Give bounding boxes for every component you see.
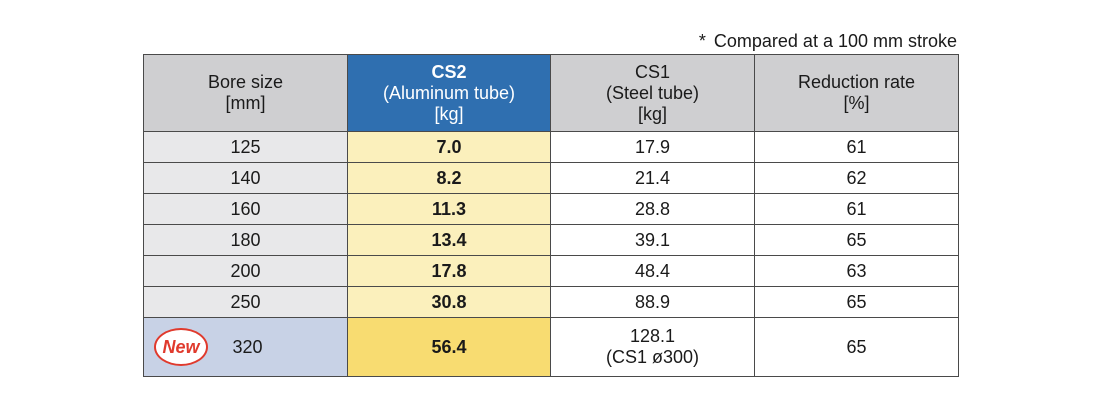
bore-size-cell: 160 (143, 193, 348, 225)
cs2-weight-cell: 8.2 (347, 162, 551, 194)
cs1-weight-cell: 39.1 (550, 224, 755, 256)
table-row: 250 30.8 88.9 65 (143, 286, 959, 318)
cs1-weight-cell: 17.9 (550, 131, 755, 163)
cs1-weight-cell: 21.4 (550, 162, 755, 194)
note-asterisk: * (698, 31, 706, 51)
cs2-weight-cell: 11.3 (347, 193, 551, 225)
table-header-row: Bore size [mm] CS2 (Aluminum tube) [kg] … (143, 54, 959, 132)
reduction-rate-cell: 65 (754, 317, 959, 377)
cs2-weight-cell: 7.0 (347, 131, 551, 163)
reduction-rate-cell: 61 (754, 193, 959, 225)
table-row: 125 7.0 17.9 61 (143, 131, 959, 163)
new-badge-label: New (162, 337, 200, 357)
bore-size-cell: 140 (143, 162, 348, 194)
stroke-note: * Compared at a 100 mm stroke (699, 30, 957, 52)
cs1-weight-note: (CS1 ø300) (605, 347, 700, 367)
bore-size-cell: 125 (143, 131, 348, 163)
header-reduction-rate: Reduction rate [%] (754, 54, 959, 132)
cs1-weight-cell: 28.8 (550, 193, 755, 225)
note-text: Compared at a 100 mm stroke (713, 31, 957, 51)
cs1-weight-cell: 88.9 (550, 286, 755, 318)
new-badge: New (154, 328, 208, 366)
reduction-rate-cell: 61 (754, 131, 959, 163)
reduction-rate-cell: 62 (754, 162, 959, 194)
header-cs2: CS2 (Aluminum tube) [kg] (347, 54, 551, 132)
table-row: 200 17.8 48.4 63 (143, 255, 959, 287)
table-row: 140 8.2 21.4 62 (143, 162, 959, 194)
table-row-new-bore: New 320 56.4 128.1 (CS1 ø300) 65 (143, 317, 959, 377)
cs1-weight-value: 128.1 (629, 326, 676, 346)
cs2-weight-cell: 56.4 (347, 317, 551, 377)
bore-size-cell: 250 (143, 286, 348, 318)
cs1-weight-cell: 48.4 (550, 255, 755, 287)
weight-comparison-table: Bore size [mm] CS2 (Aluminum tube) [kg] … (143, 54, 959, 377)
cs2-weight-cell: 17.8 (347, 255, 551, 287)
bore-size-value: 320 (232, 336, 263, 357)
table-row: 160 11.3 28.8 61 (143, 193, 959, 225)
bore-size-cell: 200 (143, 255, 348, 287)
reduction-rate-cell: 65 (754, 286, 959, 318)
bore-size-cell: 180 (143, 224, 348, 256)
table-row: 180 13.4 39.1 65 (143, 224, 959, 256)
header-bore-size: Bore size [mm] (143, 54, 348, 132)
reduction-rate-cell: 65 (754, 224, 959, 256)
cs2-weight-cell: 13.4 (347, 224, 551, 256)
cs2-weight-cell: 30.8 (347, 286, 551, 318)
cs1-weight-cell: 128.1 (CS1 ø300) (550, 317, 755, 377)
header-cs1: CS1 (Steel tube) [kg] (550, 54, 755, 132)
reduction-rate-cell: 63 (754, 255, 959, 287)
bore-size-cell: New 320 (143, 317, 348, 377)
